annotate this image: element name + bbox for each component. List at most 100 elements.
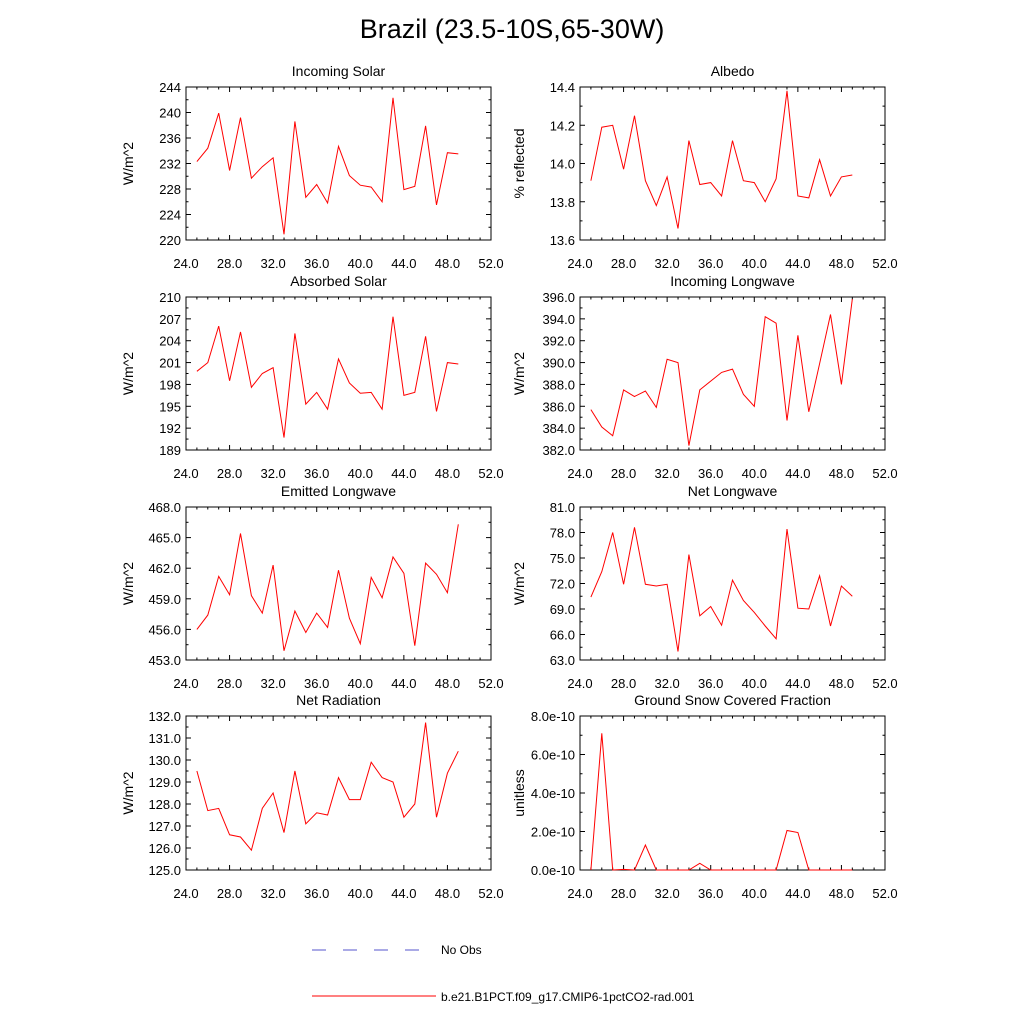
panel-6-ytick-label: 75.0 [550, 551, 575, 566]
panel-5-ytick-label: 468.0 [148, 500, 181, 515]
panel-7-ytick-label: 127.0 [148, 819, 181, 834]
panel-1-ytick-label: 244 [159, 80, 181, 95]
panel-1-xtick-label: 48.0 [435, 256, 460, 271]
panel-3-ytick-label: 210 [159, 290, 181, 305]
panel-6-xtick-label: 36.0 [698, 676, 723, 691]
panel-8-xtick-label: 44.0 [785, 886, 810, 901]
panel-7-ytick-label: 129.0 [148, 775, 181, 790]
panel-5-ytick-label: 462.0 [148, 561, 181, 576]
panel-5-series-line [196, 524, 459, 651]
panel-6-xtick-label: 40.0 [742, 676, 767, 691]
panel-5-ytick-label: 453.0 [148, 653, 181, 668]
panel-4-xtick-label: 28.0 [611, 466, 636, 481]
panel-5-xtick-label: 28.0 [217, 676, 242, 691]
panel-5-ytick-label: 456.0 [148, 622, 181, 637]
panel-8-xtick-label: 40.0 [742, 886, 767, 901]
panel-4-ytick-label: 382.0 [542, 443, 575, 458]
panel-3-series-line [196, 316, 459, 438]
panel-4-xtick-label: 48.0 [829, 466, 854, 481]
panel-7-ylabel: W/m^2 [120, 771, 136, 814]
panel-6-ytick-label: 78.0 [550, 526, 575, 541]
panel-3-ytick-label: 192 [159, 421, 181, 436]
panel-6-title: Net Longwave [688, 483, 778, 499]
panel-1-xtick-label: 24.0 [173, 256, 198, 271]
panel-1-xtick-label: 32.0 [260, 256, 285, 271]
panel-1-ylabel: W/m^2 [120, 142, 136, 185]
panel-4-title: Incoming Longwave [670, 273, 795, 289]
panel-6-ytick-label: 63.0 [550, 653, 575, 668]
panel-1-xtick-label: 40.0 [348, 256, 373, 271]
panel-3-title: Absorbed Solar [290, 273, 387, 289]
panel-2-ylabel: % reflected [511, 128, 527, 198]
panel-8-xtick-label: 48.0 [829, 886, 854, 901]
panel-7-xtick-label: 36.0 [304, 886, 329, 901]
panel-6-ylabel: W/m^2 [511, 562, 527, 605]
panel-2-ytick-label: 14.4 [550, 80, 575, 95]
panel-4-xtick-label: 52.0 [872, 466, 897, 481]
panel-6-xtick-label: 24.0 [567, 676, 592, 691]
panel-3-ytick-label: 201 [159, 356, 181, 371]
panel-4-ytick-label: 394.0 [542, 312, 575, 327]
panel-3-xtick-label: 44.0 [391, 466, 416, 481]
panel-1-title: Incoming Solar [292, 63, 386, 79]
panel-8-frame [579, 715, 886, 871]
panel-7-ytick-label: 130.0 [148, 753, 181, 768]
panel-2-ytick-label: 13.6 [550, 233, 575, 248]
panel-5-xtick-label: 32.0 [260, 676, 285, 691]
panel-4-ytick-label: 386.0 [542, 399, 575, 414]
panel-5-ytick-label: 459.0 [148, 592, 181, 607]
panel-4-ylabel: W/m^2 [511, 352, 527, 395]
panel-4-series-line [590, 299, 853, 446]
panel-3-xtick-label: 48.0 [435, 466, 460, 481]
panel-3-ytick-label: 195 [159, 399, 181, 414]
panel-5-xtick-label: 40.0 [348, 676, 373, 691]
panel-1-ytick-label: 236 [159, 131, 181, 146]
panel-7-xtick-label: 48.0 [435, 886, 460, 901]
panel-3-ytick-label: 189 [159, 443, 181, 458]
panel-1-xtick-label: 44.0 [391, 256, 416, 271]
panel-7-xtick-label: 52.0 [478, 886, 503, 901]
panel-8-xtick-label: 52.0 [872, 886, 897, 901]
panel-8-series-line [590, 733, 853, 871]
panel-4-xtick-label: 32.0 [654, 466, 679, 481]
panel-4-xtick-label: 40.0 [742, 466, 767, 481]
panel-8-ytick-label: 2.0e-10 [531, 825, 575, 840]
panel-1-ytick-label: 224 [159, 208, 181, 223]
panel-2-ytick-label: 14.0 [550, 157, 575, 172]
main-title: Brazil (23.5-10S,65-30W) [359, 14, 665, 44]
panel-1-series-line [196, 97, 459, 235]
panel-2-xtick-label: 48.0 [829, 256, 854, 271]
panel-5-xtick-label: 36.0 [304, 676, 329, 691]
panel-2-frame [579, 86, 886, 241]
panel-5-xtick-label: 44.0 [391, 676, 416, 691]
panel-3-xtick-label: 52.0 [478, 466, 503, 481]
panel-6-xtick-label: 48.0 [829, 676, 854, 691]
panel-2-xtick-label: 40.0 [742, 256, 767, 271]
panel-1-ytick-label: 240 [159, 106, 181, 121]
panel-6-ytick-label: 81.0 [550, 500, 575, 515]
panel-6-xtick-label: 44.0 [785, 676, 810, 691]
panel-8-ytick-label: 4.0e-10 [531, 786, 575, 801]
panel-7-ytick-label: 128.0 [148, 797, 181, 812]
panel-3-xtick-label: 24.0 [173, 466, 198, 481]
panel-3-ytick-label: 198 [159, 377, 181, 392]
panel-4-ytick-label: 392.0 [542, 334, 575, 349]
panel-2-xtick-label: 52.0 [872, 256, 897, 271]
panel-1-ytick-label: 228 [159, 182, 181, 197]
panel-3-ytick-label: 207 [159, 312, 181, 327]
panel-1-xtick-label: 52.0 [478, 256, 503, 271]
panel-3-xtick-label: 36.0 [304, 466, 329, 481]
panel-6-series-line [590, 527, 853, 652]
panel-7-title: Net Radiation [296, 692, 381, 708]
panel-8-xtick-label: 28.0 [611, 886, 636, 901]
panel-7-xtick-label: 24.0 [173, 886, 198, 901]
panel-8-ytick-label: 0.0e-10 [531, 863, 575, 878]
panel-6-ytick-label: 69.0 [550, 602, 575, 617]
panel-6-xtick-label: 28.0 [611, 676, 636, 691]
panel-5-title: Emitted Longwave [281, 483, 396, 499]
panel-6-ytick-label: 66.0 [550, 628, 575, 643]
panel-5-xtick-label: 24.0 [173, 676, 198, 691]
panel-2-title: Albedo [711, 63, 755, 79]
panel-7-xtick-label: 32.0 [260, 886, 285, 901]
